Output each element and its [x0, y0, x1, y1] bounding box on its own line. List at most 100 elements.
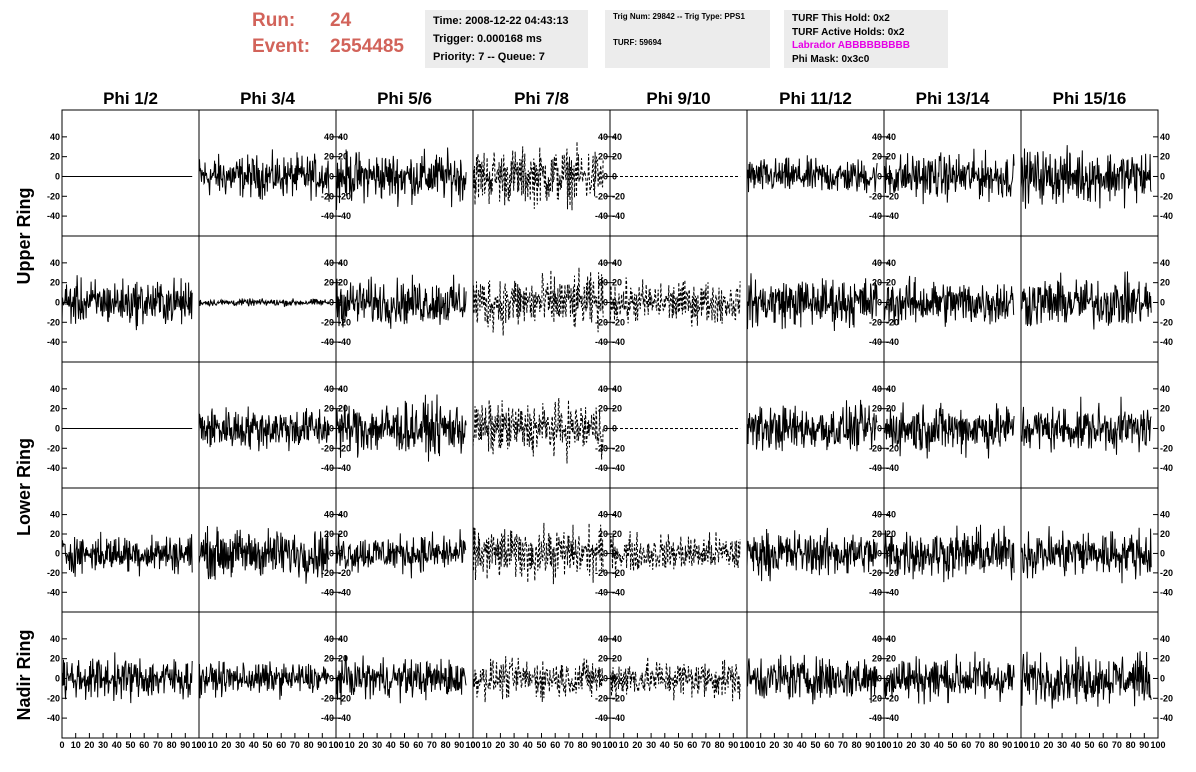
y-tick-label: -20 — [886, 568, 899, 578]
x-tick-label: 40 — [523, 740, 533, 750]
waveform-trace — [335, 147, 467, 211]
x-tick-label: 60 — [1098, 740, 1108, 750]
y-tick-label: -40 — [595, 211, 608, 221]
waveform-trace — [198, 298, 330, 308]
y-tick-label: 40 — [50, 510, 60, 520]
y-tick-label: 20 — [872, 278, 882, 288]
y-tick-label: -40 — [47, 337, 60, 347]
x-tick-label: 40 — [797, 740, 807, 750]
y-tick-label: 20 — [324, 529, 334, 539]
phi-mask-text: Phi Mask: 0x3c0 — [792, 53, 870, 65]
x-tick-label: 10 — [71, 740, 81, 750]
y-tick-label: -20 — [321, 191, 334, 201]
event-label: Event: — [252, 36, 311, 57]
y-tick-label: -40 — [886, 463, 899, 473]
y-tick-label: 0 — [55, 673, 60, 683]
waveform-trace — [883, 148, 1015, 205]
x-tick-label: 100 — [1013, 740, 1028, 750]
y-tick-label: 40 — [886, 258, 896, 268]
x-tick-label: 90 — [1002, 740, 1012, 750]
x-tick-label: 10 — [482, 740, 492, 750]
waveform-panel: -40 -20 0 20 40 — [47, 235, 200, 363]
y-tick-label: 40 — [872, 384, 882, 394]
waveform-panel: -40 -20 0 20 40 — [47, 361, 200, 489]
y-tick-label: 40 — [338, 634, 348, 644]
y-tick-label: -40 — [47, 713, 60, 723]
y-tick-label: 40 — [872, 132, 882, 142]
x-tick-label: 50 — [673, 740, 683, 750]
y-tick-label: -20 — [612, 191, 625, 201]
y-tick-label: 40 — [612, 510, 622, 520]
y-tick-label: -40 — [886, 713, 899, 723]
x-tick-label: 100 — [465, 740, 480, 750]
y-tick-label: 0 — [877, 171, 882, 181]
y-tick-label: 40 — [886, 510, 896, 520]
x-tick-label: 30 — [1057, 740, 1067, 750]
y-tick-label: -40 — [1160, 211, 1173, 221]
y-tick-label: 0 — [55, 423, 60, 433]
y-tick-label: -20 — [869, 317, 882, 327]
y-tick-label: 20 — [598, 654, 608, 664]
x-tick-label: 80 — [578, 740, 588, 750]
x-tick-label: 0 — [607, 740, 612, 750]
y-tick-label: -20 — [1160, 191, 1173, 201]
y-tick-label: -20 — [886, 317, 899, 327]
x-tick-label: 0 — [881, 740, 886, 750]
waveform-trace — [472, 267, 604, 336]
y-tick-label: -20 — [886, 443, 899, 453]
y-tick-label: -20 — [869, 191, 882, 201]
y-tick-label: 20 — [324, 152, 334, 162]
panel-frame — [61, 109, 200, 237]
y-tick-label: 20 — [598, 529, 608, 539]
waveform-trace — [609, 531, 741, 578]
panel-frame — [609, 611, 748, 739]
y-tick-label: 40 — [324, 132, 334, 142]
column-header: Phi 7/8 — [514, 89, 569, 108]
y-tick-label: 40 — [612, 132, 622, 142]
x-tick-label: 70 — [838, 740, 848, 750]
y-tick-label: 40 — [1160, 510, 1170, 520]
y-tick-label: -20 — [1160, 693, 1173, 703]
x-tick-label: 80 — [441, 740, 451, 750]
y-tick-label: 40 — [598, 384, 608, 394]
y-tick-label: -20 — [612, 317, 625, 327]
waveform-trace — [198, 149, 330, 202]
column-header: Phi 13/14 — [916, 89, 990, 108]
x-tick-label: 100 — [602, 740, 617, 750]
x-tick-label: 20 — [495, 740, 505, 750]
y-tick-label: 40 — [612, 634, 622, 644]
y-tick-label: 20 — [50, 152, 60, 162]
y-tick-label: 0 — [877, 548, 882, 558]
x-tick-label: 30 — [783, 740, 793, 750]
y-tick-label: 40 — [872, 258, 882, 268]
time-info-box: Time: 2008-12-22 04:43:13 Trigger: 0.000… — [425, 10, 588, 68]
y-tick-label: -40 — [338, 713, 351, 723]
x-tick-label: 30 — [920, 740, 930, 750]
y-tick-label: 0 — [55, 297, 60, 307]
y-tick-label: -40 — [338, 587, 351, 597]
y-tick-label: -20 — [612, 568, 625, 578]
y-tick-label: -20 — [47, 443, 60, 453]
y-tick-label: -40 — [869, 587, 882, 597]
x-tick-label: 0 — [470, 740, 475, 750]
y-tick-label: 40 — [50, 634, 60, 644]
x-tick-label: 90 — [865, 740, 875, 750]
y-tick-label: -40 — [1160, 713, 1173, 723]
x-tick-label: 20 — [1043, 740, 1053, 750]
waveform-trace — [746, 399, 878, 452]
x-tick-label: 80 — [1126, 740, 1136, 750]
x-tick-label: 30 — [235, 740, 245, 750]
waveform-trace — [61, 531, 193, 577]
x-tick-label: 60 — [550, 740, 560, 750]
x-tick-label: 60 — [139, 740, 149, 750]
x-tick-label: 100 — [876, 740, 891, 750]
y-tick-label: -40 — [612, 337, 625, 347]
y-tick-label: -40 — [869, 463, 882, 473]
waveform-trace — [335, 655, 467, 705]
y-tick-label: 40 — [50, 384, 60, 394]
x-tick-label: 90 — [454, 740, 464, 750]
x-tick-label: 20 — [769, 740, 779, 750]
waveform-panel: -40 -20 0 20 40 — [869, 109, 1022, 237]
y-tick-label: 20 — [872, 152, 882, 162]
y-tick-label: -40 — [1160, 337, 1173, 347]
